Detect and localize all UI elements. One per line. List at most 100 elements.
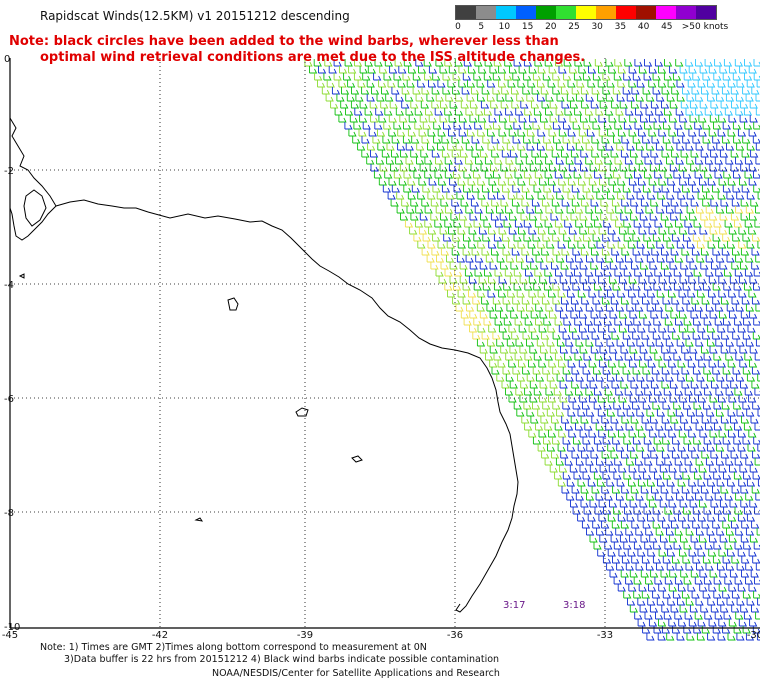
wind-barb bbox=[546, 241, 555, 249]
wind-barb bbox=[552, 283, 561, 291]
wind-barb bbox=[718, 241, 727, 249]
wind-barb bbox=[641, 381, 650, 389]
wind-barb bbox=[595, 108, 604, 116]
wind-barb bbox=[743, 318, 752, 326]
wind-barb bbox=[649, 262, 658, 270]
wind-barb bbox=[531, 150, 540, 158]
wind-barb bbox=[735, 304, 745, 312]
wind-barb bbox=[554, 318, 563, 326]
wind-barb bbox=[595, 423, 604, 431]
wind-barb bbox=[755, 493, 760, 501]
wind-barb bbox=[495, 304, 504, 312]
wind-barb bbox=[702, 283, 712, 291]
wind-barb bbox=[695, 157, 704, 165]
wind-barb bbox=[331, 87, 341, 95]
wind-barb bbox=[729, 346, 738, 354]
wind-barb bbox=[742, 367, 752, 375]
wind-barb bbox=[618, 276, 628, 284]
wind-barb bbox=[521, 248, 530, 256]
wind-barb bbox=[457, 290, 466, 298]
wind-barb bbox=[679, 276, 688, 284]
wind-barb bbox=[507, 80, 516, 88]
wind-barb bbox=[366, 157, 375, 165]
wind-barb bbox=[534, 157, 544, 165]
wind-barb bbox=[624, 206, 633, 214]
wind-barb bbox=[713, 122, 722, 130]
wind-barb bbox=[746, 598, 755, 606]
wind-barb bbox=[648, 619, 658, 627]
wind-barb bbox=[717, 360, 727, 368]
wind-barb bbox=[599, 178, 608, 186]
wind-barb bbox=[599, 465, 608, 473]
wind-barb bbox=[498, 66, 507, 74]
wind-barb bbox=[688, 276, 697, 284]
wind-barb bbox=[457, 241, 466, 249]
wind-barb bbox=[503, 318, 513, 326]
wind-barb bbox=[572, 332, 581, 340]
wind-barb bbox=[693, 318, 702, 326]
wind-barb bbox=[654, 493, 664, 501]
wind-barb bbox=[553, 136, 562, 144]
wind-barb bbox=[727, 80, 737, 88]
wind-barb bbox=[313, 59, 322, 67]
wind-barb bbox=[513, 234, 522, 242]
wind-barb bbox=[537, 409, 546, 417]
wind-barb bbox=[579, 262, 588, 270]
wind-barb bbox=[705, 255, 714, 263]
wind-barb bbox=[700, 311, 709, 319]
wind-barb bbox=[740, 451, 749, 459]
wind-barb bbox=[735, 612, 744, 620]
wind-barb bbox=[697, 514, 707, 522]
wind-barb bbox=[570, 262, 579, 270]
wind-barb bbox=[488, 115, 497, 123]
wind-barb bbox=[451, 150, 460, 158]
wind-barb bbox=[532, 367, 541, 375]
wind-barb bbox=[658, 549, 667, 557]
wind-barb bbox=[722, 521, 731, 529]
wind-barb bbox=[712, 283, 721, 291]
wind-barb bbox=[643, 318, 652, 326]
wind-barb bbox=[723, 283, 732, 291]
wind-barb bbox=[480, 101, 490, 109]
wind-barb bbox=[636, 241, 646, 249]
wind-barb bbox=[597, 549, 606, 557]
wind-barb bbox=[718, 430, 727, 438]
wind-barb bbox=[737, 129, 747, 137]
wind-barb bbox=[521, 416, 530, 424]
wind-barb bbox=[477, 192, 486, 200]
wind-barb bbox=[524, 353, 533, 361]
wind-barb bbox=[742, 234, 751, 242]
wind-barb bbox=[637, 598, 646, 606]
wind-barb bbox=[524, 283, 533, 291]
wind-barb bbox=[719, 262, 728, 270]
wind-barb bbox=[565, 339, 574, 347]
wind-barb bbox=[723, 59, 733, 67]
wind-barb bbox=[631, 556, 640, 564]
wind-barb bbox=[633, 318, 642, 326]
wind-barb bbox=[528, 325, 537, 333]
wind-barb bbox=[648, 584, 657, 592]
wind-barb bbox=[598, 164, 608, 172]
wind-barb bbox=[429, 164, 438, 172]
wind-barb bbox=[598, 276, 607, 284]
island-small-2 bbox=[194, 517, 204, 522]
wind-barb bbox=[421, 136, 430, 144]
wind-barb bbox=[537, 129, 546, 137]
wind-barb bbox=[696, 633, 706, 641]
wind-barb bbox=[548, 227, 557, 235]
wind-barb bbox=[716, 143, 725, 151]
wind-barb bbox=[567, 409, 576, 417]
wind-barb bbox=[608, 115, 617, 123]
wind-barb bbox=[658, 115, 667, 123]
wind-barb bbox=[698, 115, 707, 123]
wind-barb bbox=[635, 493, 644, 501]
wind-barb bbox=[649, 395, 658, 403]
wind-barb bbox=[693, 283, 703, 291]
wind-barb bbox=[508, 360, 517, 368]
wind-barb bbox=[373, 73, 382, 81]
wind-barb bbox=[730, 87, 740, 95]
wind-barb bbox=[340, 101, 349, 109]
wind-barb bbox=[650, 570, 659, 578]
wind-barb bbox=[568, 164, 578, 172]
wind-barb bbox=[484, 171, 494, 179]
